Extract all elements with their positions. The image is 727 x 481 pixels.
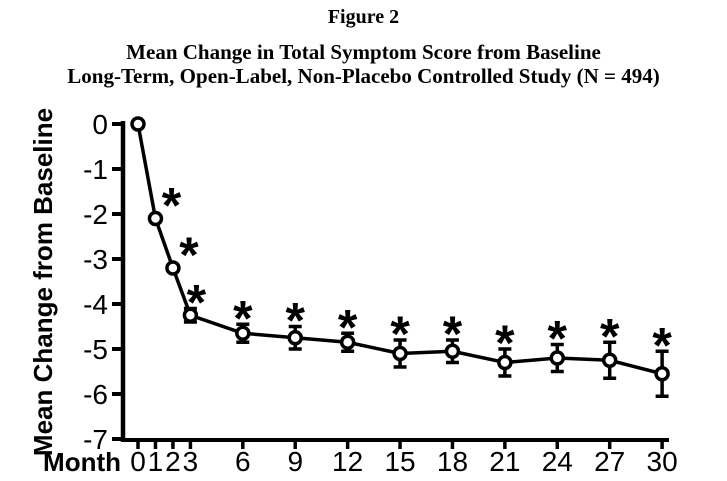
significance-asterisk: *: [285, 293, 305, 349]
x-tick-label: 12: [332, 446, 363, 477]
y-tick-label: -3: [83, 244, 108, 275]
data-point-marker: [444, 343, 461, 359]
data-point-marker: [287, 330, 303, 346]
x-tick-label: 30: [647, 446, 678, 477]
y-tick-label: -7: [83, 424, 108, 455]
significance-asterisk: *: [187, 274, 207, 330]
x-tick-label: 27: [594, 446, 625, 477]
y-tick-label: 0: [92, 109, 108, 140]
data-point-marker: [497, 354, 513, 371]
chart-subtitle: Long-Term, Open-Label, Non-Placebo Contr…: [67, 64, 660, 88]
significance-asterisk: *: [600, 308, 620, 364]
data-point-marker: [147, 210, 164, 227]
x-tick-label: 21: [489, 446, 520, 477]
significance-asterisk: *: [179, 227, 199, 283]
data-point-marker: [549, 350, 566, 366]
chart-title: Mean Change in Total Symptom Score from …: [126, 40, 601, 64]
x-tick-label: 1: [148, 446, 164, 477]
x-tick-label: 3: [183, 446, 199, 477]
y-tick-label: -2: [83, 199, 108, 230]
data-point-marker: [130, 116, 146, 132]
data-point-marker: [235, 325, 251, 341]
significance-asterisk: *: [443, 306, 463, 362]
significance-asterisk: *: [162, 178, 182, 234]
significance-asterisk: *: [495, 315, 515, 371]
significance-asterisk: *: [338, 299, 358, 355]
data-point-marker: [339, 334, 356, 350]
x-axis-title: Month: [43, 447, 121, 477]
y-axis-title: Mean Change from Baseline: [28, 108, 58, 456]
x-tick-label: 9: [287, 446, 303, 477]
y-tick-label: -5: [83, 334, 108, 365]
data-point-marker: [601, 352, 618, 368]
x-tick-label: 18: [437, 446, 468, 477]
x-tick-label: 24: [542, 446, 573, 477]
y-tick-label: -4: [83, 289, 108, 320]
y-tick-label: -6: [83, 379, 108, 410]
y-tick-label: -1: [83, 154, 108, 185]
significance-asterisk: *: [390, 306, 410, 362]
data-point-marker: [654, 366, 670, 382]
x-tick-label: 15: [384, 446, 415, 477]
data-point-marker: [165, 260, 181, 276]
x-tick-label: 6: [235, 446, 251, 477]
significance-asterisk: *: [233, 290, 253, 346]
figure-label: Figure 2: [327, 6, 400, 28]
significance-asterisk: *: [548, 311, 568, 367]
significance-asterisk: *: [652, 317, 672, 373]
x-tick-label: 0: [130, 446, 146, 477]
data-point-marker: [392, 345, 408, 362]
data-point-marker: [182, 307, 199, 323]
x-tick-label: 2: [165, 446, 181, 477]
